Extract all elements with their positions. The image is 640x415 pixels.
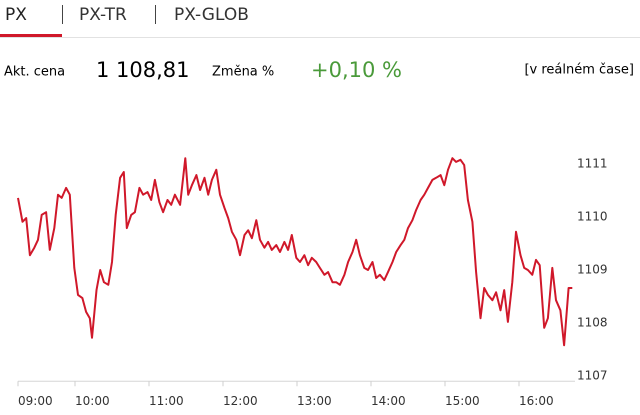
price: 1 108,81 (96, 58, 190, 82)
y-tick-label: 1110 (577, 210, 608, 224)
x-tick-label: 12:00 (223, 394, 258, 408)
price-label: Akt. cena (4, 65, 65, 80)
y-tick-label: 1108 (577, 316, 608, 330)
y-tick-label: 1107 (577, 369, 608, 383)
price-line (17, 157, 573, 347)
tab[interactable]: PX-GLOB (174, 5, 249, 25)
change-label: Změna % (212, 65, 274, 80)
x-tick-label: 13:00 (297, 394, 332, 408)
x-tick-label: 11:00 (149, 394, 184, 408)
tab[interactable]: PX (5, 5, 27, 25)
chart: 09:00 10:00 11:00 12:00 13:00 14:00 15:00 16:00… (17, 157, 608, 408)
x-tick-label: 16:00 (519, 394, 554, 408)
x-tick-label: 14:00 (371, 394, 406, 408)
change: +0,10 % (311, 58, 402, 82)
realtime-note: [v reálném čase] (524, 63, 634, 78)
active-tab-underline (0, 34, 62, 37)
x-tick-label: 09:00 (18, 394, 53, 408)
x-tick-label: 15:00 (445, 394, 480, 408)
x-tick-label: 10:00 (75, 394, 110, 408)
tab[interactable]: PX-TR (79, 5, 127, 25)
y-tick-label: 1111 (577, 157, 608, 171)
y-tick-label: 1109 (577, 263, 608, 277)
